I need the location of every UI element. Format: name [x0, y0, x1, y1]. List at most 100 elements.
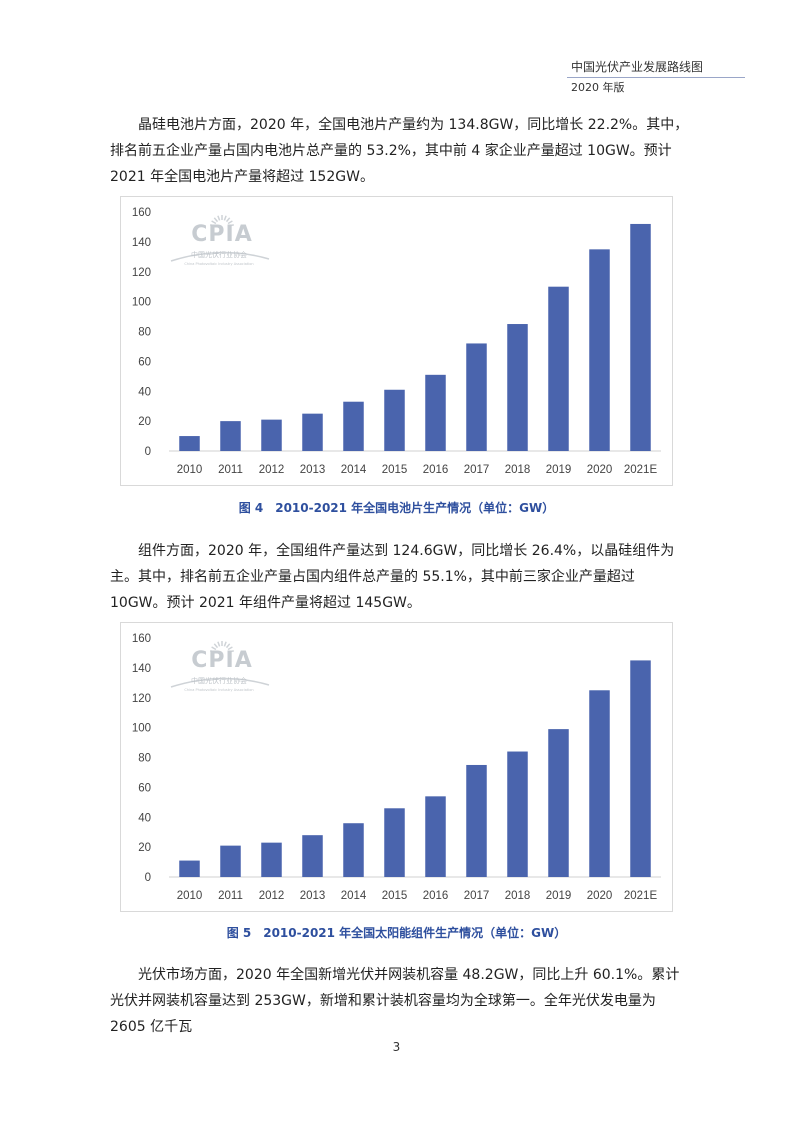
- cpia-watermark: CPIA 中国光伏行业协会 China Photovoltaic Industry …: [170, 215, 270, 266]
- y-tick-label: 100: [132, 723, 151, 735]
- paragraph-text: 晶硅电池片方面，2020 年，全国电池片产量约为 134.8GW，同比增长 22…: [110, 117, 689, 185]
- sun-ray-icon: [217, 215, 221, 221]
- bar-2016: [425, 796, 446, 877]
- chart-cell-production: CPIA 中国光伏行业协会 China Photovoltaic Industry …: [120, 196, 673, 486]
- cpia-logo-text: CPIA: [191, 648, 252, 673]
- bar-2021E: [630, 223, 651, 451]
- x-tick-label: 2012: [259, 464, 285, 476]
- x-tick-label: 2020: [587, 464, 613, 476]
- y-tick-label: 80: [138, 327, 151, 339]
- running-header: 中国光伏产业发展路线图 2020 年版: [567, 58, 745, 97]
- sun-ray-icon: [217, 641, 221, 647]
- bar-2018: [507, 324, 528, 451]
- y-tick-label: 0: [145, 872, 151, 884]
- x-tick-label: 2013: [300, 464, 326, 476]
- page-number: 3: [392, 1040, 401, 1054]
- sun-ray-icon: [228, 224, 234, 227]
- x-tick-label: 2015: [382, 890, 408, 902]
- bar-2013: [302, 413, 323, 451]
- sun-ray-icon: [213, 217, 219, 223]
- y-tick-label: 160: [132, 207, 151, 219]
- y-tick-label: 160: [132, 633, 151, 645]
- bar-2012: [261, 419, 282, 451]
- sun-ray-icon: [210, 224, 216, 227]
- bar-2015: [384, 389, 405, 451]
- bar-2012: [261, 842, 282, 877]
- y-tick-label: 80: [138, 753, 151, 765]
- bar-2017: [466, 764, 487, 877]
- bar-chart-modules: CPIA 中国光伏行业协会 China Photovoltaic Industry …: [132, 633, 661, 902]
- y-tick-label: 40: [138, 386, 151, 398]
- logo-swoosh: [170, 677, 270, 688]
- y-tick-label: 120: [132, 267, 151, 279]
- paragraph-text: 光伏市场方面，2020 年全国新增光伏并网装机容量 48.2GW，同比上升 60…: [110, 967, 680, 1035]
- figure-caption-5: 图 5 2010-2021 年全国太阳能组件生产情况（单位：GW）: [226, 926, 567, 940]
- bar-2011: [220, 421, 241, 451]
- org-name-en: China Photovoltaic Industry Association: [184, 688, 253, 692]
- x-tick-label: 2018: [505, 464, 531, 476]
- bar-2020: [589, 690, 610, 877]
- sun-ray-icon: [228, 650, 234, 653]
- x-tick-label: 2011: [218, 464, 243, 476]
- sun-ray-icon: [227, 646, 233, 651]
- x-tick-label: 2019: [546, 464, 572, 476]
- sun-ray-icon: [211, 220, 217, 225]
- bar-2019: [548, 729, 569, 877]
- x-tick-label: 2016: [423, 890, 449, 902]
- y-tick-label: 60: [138, 356, 151, 368]
- bar-2017: [466, 343, 487, 451]
- x-tick-label: 2016: [423, 464, 449, 476]
- x-tick-label: 2021E: [624, 890, 658, 902]
- header-divider: [567, 77, 745, 78]
- sun-ray-icon: [227, 220, 233, 225]
- x-tick-label: 2014: [341, 464, 367, 476]
- bar-chart-cells: CPIA 中国光伏行业协会 China Photovoltaic Industry …: [132, 207, 661, 476]
- sun-ray-icon: [225, 217, 231, 223]
- x-tick-label: 2020: [587, 890, 613, 902]
- org-name: 中国光伏行业协会: [191, 676, 247, 685]
- x-tick-label: 2019: [546, 890, 572, 902]
- paragraph-modules: 组件方面，2020 年，全国组件产量达到 124.6GW，同比增长 26.4%，…: [110, 538, 690, 616]
- logo-swoosh: [170, 251, 270, 262]
- bar-2021E: [630, 660, 651, 877]
- x-tick-label: 2011: [218, 890, 243, 902]
- header-title: 中国光伏产业发展路线图: [571, 60, 704, 74]
- bar-2019: [548, 286, 569, 451]
- y-tick-label: 40: [138, 812, 151, 824]
- sun-ray-icon: [213, 643, 219, 649]
- x-tick-label: 2014: [341, 890, 367, 902]
- bar-2013: [302, 835, 323, 877]
- sun-ray-icon: [210, 650, 216, 653]
- bar-2011: [220, 845, 241, 877]
- sun-ray-icon: [223, 641, 227, 647]
- cpia-watermark: CPIA 中国光伏行业协会 China Photovoltaic Industry …: [170, 641, 270, 692]
- paragraph-cells: 晶硅电池片方面，2020 年，全国电池片产量约为 134.8GW，同比增长 22…: [110, 112, 690, 190]
- chart-module-production: CPIA 中国光伏行业协会 China Photovoltaic Industry …: [120, 622, 673, 912]
- y-tick-label: 20: [138, 416, 151, 428]
- bar-2020: [589, 249, 610, 451]
- org-name-en: China Photovoltaic Industry Association: [184, 262, 253, 266]
- x-tick-label: 2015: [382, 464, 408, 476]
- org-name: 中国光伏行业协会: [191, 250, 247, 259]
- x-tick-label: 2021E: [624, 464, 658, 476]
- y-tick-label: 140: [132, 663, 151, 675]
- bar-2014: [343, 823, 364, 877]
- x-tick-label: 2010: [177, 464, 203, 476]
- bar-2016: [425, 374, 446, 451]
- bar-2010: [179, 860, 200, 877]
- figure-caption-4: 图 4 2010-2021 年全国电池片生产情况（单位：GW）: [238, 501, 555, 515]
- sun-ray-icon: [225, 643, 231, 649]
- x-tick-label: 2012: [259, 890, 285, 902]
- cpia-logo-text: CPIA: [191, 222, 252, 247]
- x-tick-label: 2017: [464, 890, 490, 902]
- bar-2018: [507, 751, 528, 877]
- sun-ray-icon: [211, 646, 217, 651]
- x-tick-label: 2017: [464, 464, 490, 476]
- paragraph-text: 组件方面，2020 年，全国组件产量达到 124.6GW，同比增长 26.4%，…: [110, 543, 675, 611]
- y-tick-label: 60: [138, 782, 151, 794]
- y-tick-label: 100: [132, 297, 151, 309]
- bar-2015: [384, 808, 405, 877]
- bar-2014: [343, 401, 364, 451]
- x-tick-label: 2013: [300, 890, 326, 902]
- sun-ray-icon: [223, 215, 227, 221]
